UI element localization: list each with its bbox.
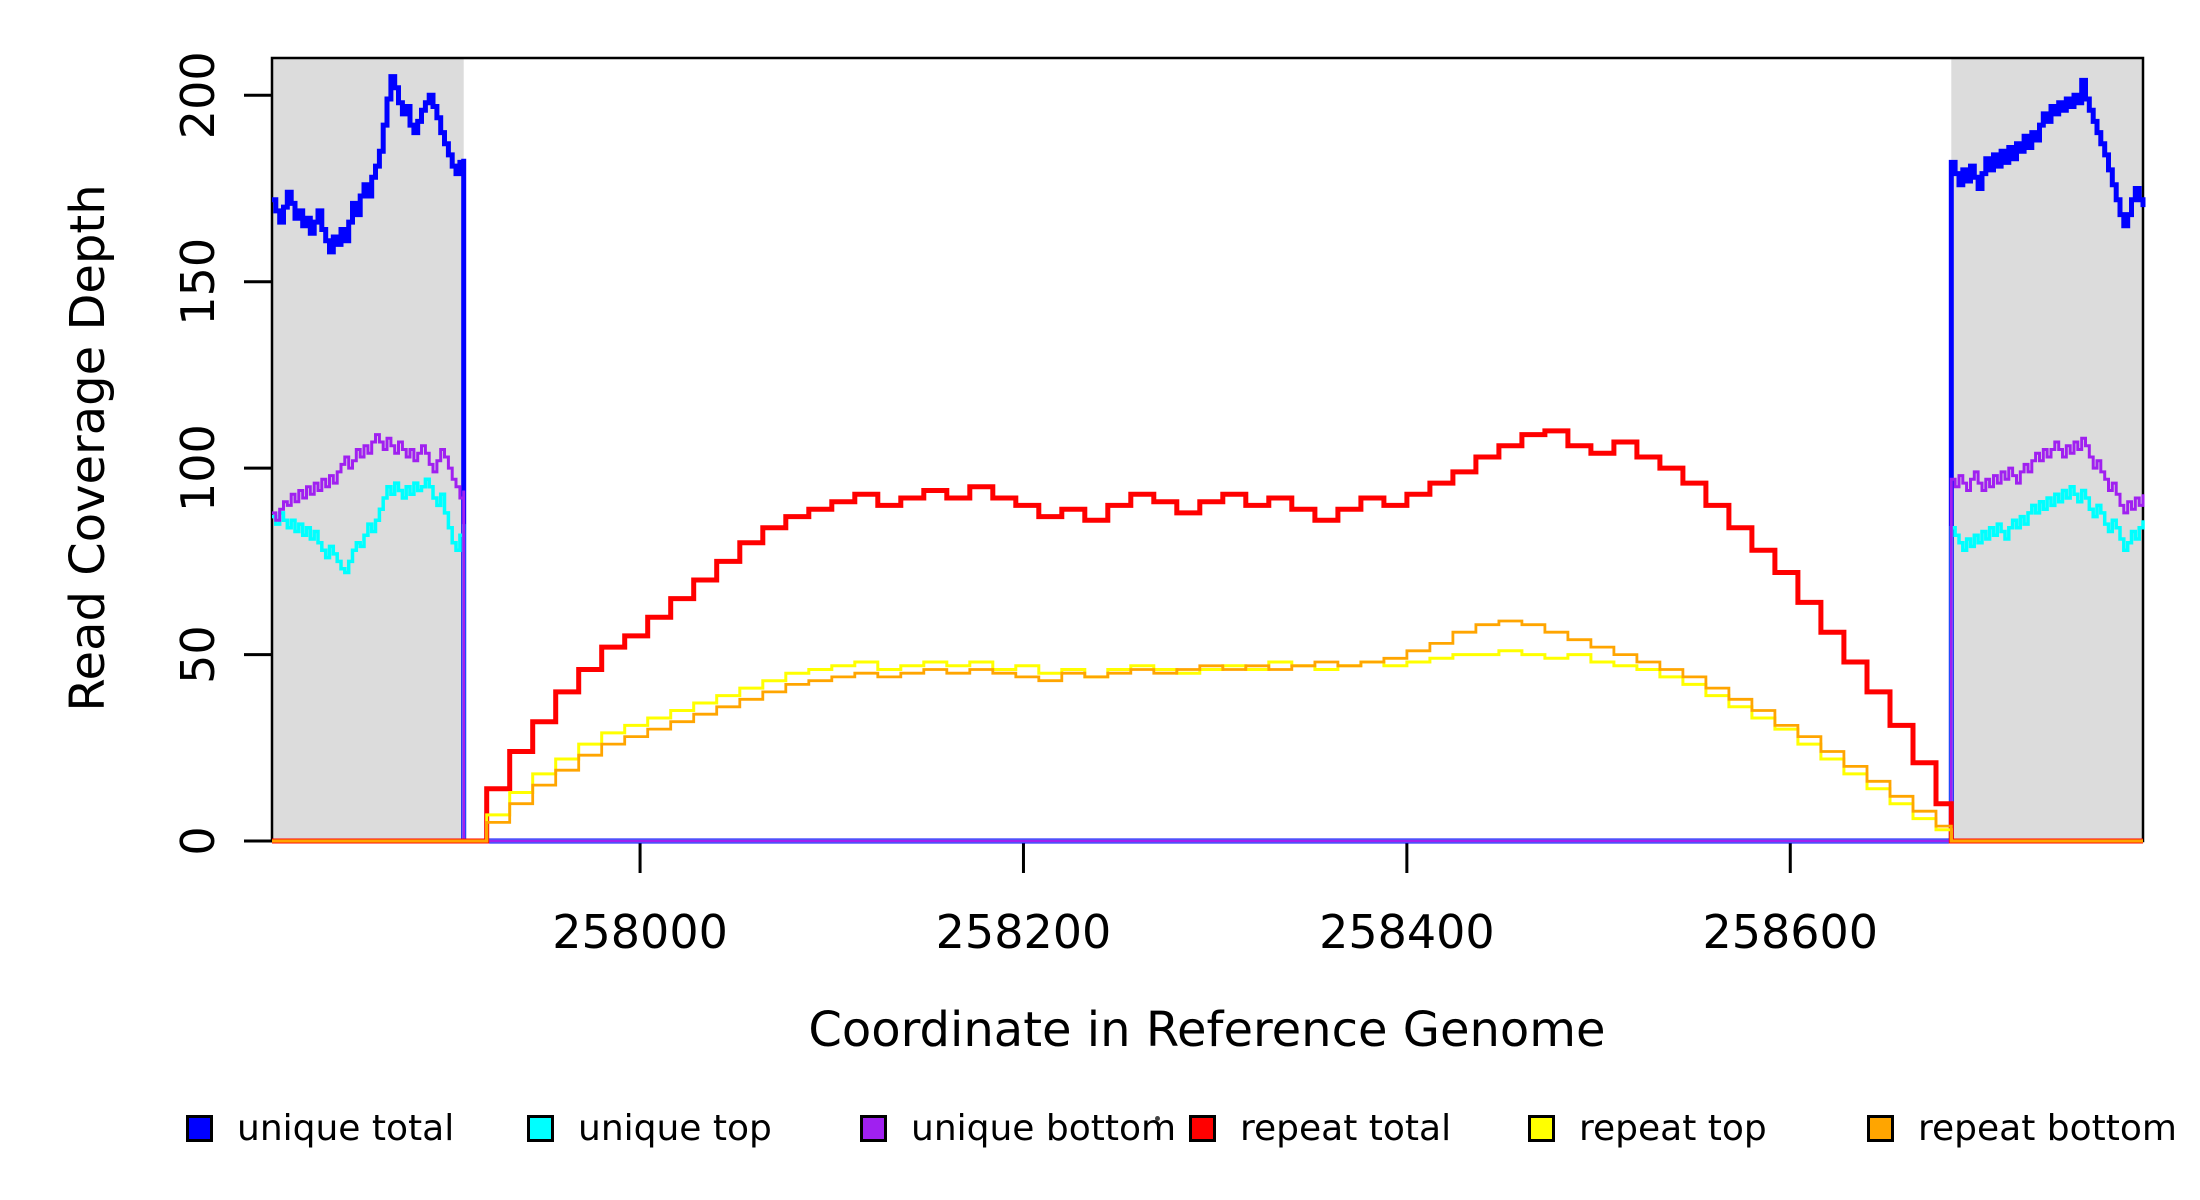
legend-label: unique top	[578, 1108, 772, 1149]
legend-swatch-repeat-top	[1528, 1115, 1555, 1142]
series-line-repeat-total	[272, 428, 2143, 844]
y-tick-label: 0	[171, 826, 225, 855]
legend-item-repeat-total: repeat total	[1189, 1108, 1451, 1149]
y-tick-label: 50	[171, 625, 225, 684]
legend: unique total unique top unique bottom repea…	[0, 1108, 2200, 1168]
legend-item-unique-total: unique total	[186, 1108, 454, 1149]
y-axis-title: Read Coverage Depth	[60, 184, 116, 712]
legend-label: repeat total	[1240, 1108, 1452, 1149]
x-tick-label: 258400	[1319, 905, 1495, 959]
legend-label: repeat bottom	[1918, 1108, 2177, 1149]
x-tick-label: 258000	[552, 905, 728, 959]
legend-swatch-repeat-total	[1189, 1115, 1216, 1142]
legend-swatch-unique-top	[527, 1115, 554, 1142]
y-tick-label: 100	[171, 424, 225, 512]
x-tick-label: 258200	[936, 905, 1112, 959]
series-line-repeat-top	[272, 649, 2143, 843]
series-line-repeat-bottom	[272, 619, 2143, 843]
legend-item-repeat-top: repeat top	[1528, 1108, 1767, 1149]
legend-label: unique total	[237, 1108, 455, 1149]
legend-swatch-unique-total	[186, 1115, 213, 1142]
legend-item-unique-bottom: unique bottom	[860, 1108, 1176, 1149]
stray-dot	[1155, 1116, 1160, 1121]
x-tick-label: 258600	[1702, 905, 1878, 959]
series-line-unique-bottom	[272, 433, 2145, 843]
legend-item-repeat-bottom: repeat bottom	[1867, 1108, 2177, 1149]
legend-item-unique-top: unique top	[527, 1108, 772, 1149]
y-tick-label: 200	[171, 51, 225, 139]
y-tick-label: 150	[171, 238, 225, 326]
legend-label: repeat top	[1579, 1108, 1767, 1149]
series-line-unique-total	[272, 74, 2146, 844]
x-axis-title: Coordinate in Reference Genome	[808, 1002, 1606, 1058]
legend-swatch-unique-bottom	[860, 1115, 887, 1142]
legend-label: unique bottom	[911, 1108, 1177, 1149]
legend-swatch-repeat-bottom	[1867, 1115, 1894, 1142]
